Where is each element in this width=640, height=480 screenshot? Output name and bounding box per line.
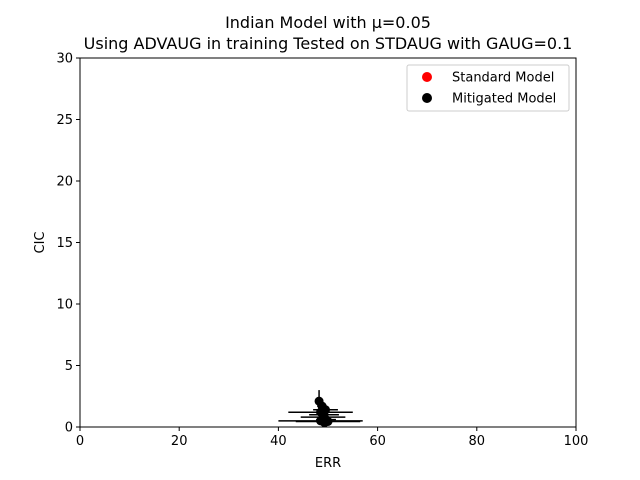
x-axis-label: ERR <box>315 456 341 471</box>
y-axis-label: CIC <box>33 232 48 254</box>
y-tick-label: 30 <box>56 52 73 67</box>
x-axis-ticks: 0 20 40 60 80 100 <box>76 427 589 449</box>
data-point <box>320 418 330 428</box>
legend-marker-standard-model <box>422 72 432 82</box>
y-tick-label: 15 <box>56 236 73 251</box>
legend-marker-mitigated-model <box>422 93 432 103</box>
x-tick-label: 80 <box>469 434 486 449</box>
y-tick-label: 20 <box>56 175 73 190</box>
x-tick-label: 40 <box>270 434 287 449</box>
y-axis-ticks: 0 5 10 15 20 25 30 <box>56 52 80 436</box>
y-tick-label: 0 <box>65 421 73 436</box>
x-tick-label: 60 <box>369 434 386 449</box>
y-tick-label: 10 <box>56 298 73 313</box>
x-tick-label: 100 <box>564 434 589 449</box>
y-tick-label: 5 <box>65 359 73 374</box>
y-tick-label: 25 <box>56 113 73 128</box>
legend-box <box>406 64 570 112</box>
legend: Standard Model Mitigated Model <box>406 64 570 112</box>
legend-label-standard-model: Standard Model <box>452 71 554 86</box>
x-tick-label: 0 <box>76 434 84 449</box>
data-marks <box>278 390 363 428</box>
chart-title-line2: Using ADVAUG in training Tested on STDAU… <box>84 34 573 53</box>
chart-title-line1: Indian Model with μ=0.05 <box>225 13 431 32</box>
legend-label-mitigated-model: Mitigated Model <box>452 92 556 107</box>
x-tick-label: 20 <box>171 434 188 449</box>
